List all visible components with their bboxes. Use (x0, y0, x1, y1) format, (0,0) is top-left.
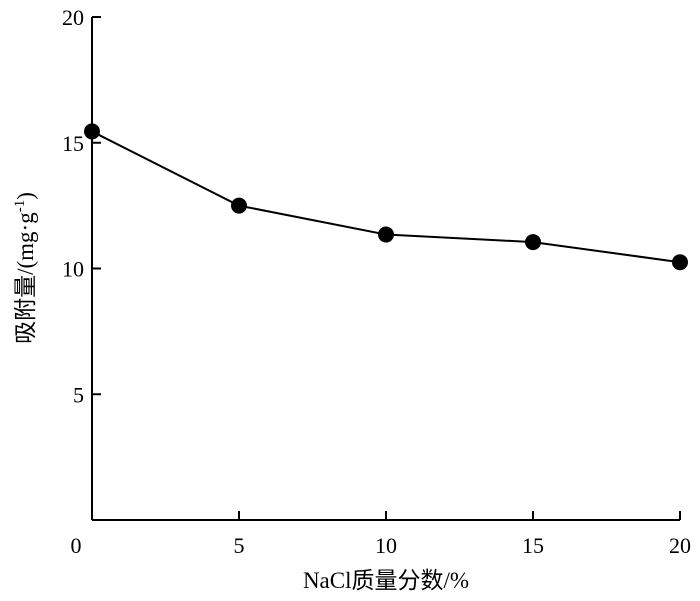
x-axis: 0 5 10 15 20 (71, 511, 691, 558)
y-ticks: 5 10 15 20 (62, 5, 101, 407)
data-point (672, 254, 688, 271)
y-tick-label: 15 (62, 131, 84, 156)
data-point (525, 234, 541, 251)
y-axis: 5 10 15 20 (62, 5, 101, 520)
y-axis-title-close: ) (13, 192, 38, 200)
x-tick-label: 10 (375, 533, 397, 558)
y-axis-title: 吸附量/(mg·g-1) (12, 192, 38, 344)
data-point (231, 197, 247, 214)
y-tick-label: 20 (62, 5, 84, 30)
x-tick-label: 20 (669, 533, 691, 558)
x-tick-label: 5 (234, 533, 245, 558)
x-axis-title: NaCl质量分数/% (303, 568, 469, 593)
x-tick-label: 0 (71, 533, 82, 558)
data-point (84, 123, 100, 140)
x-ticks: 0 5 10 15 20 (71, 511, 691, 558)
y-tick-label: 5 (73, 382, 84, 407)
data-point (378, 226, 394, 243)
x-tick-label: 15 (522, 533, 544, 558)
series-line (91, 130, 681, 264)
y-axis-title-superscript: -1 (12, 200, 28, 213)
y-axis-title-main: 吸附量/(mg·g (13, 212, 38, 344)
y-tick-label: 10 (62, 257, 84, 282)
plot-area (84, 123, 688, 271)
